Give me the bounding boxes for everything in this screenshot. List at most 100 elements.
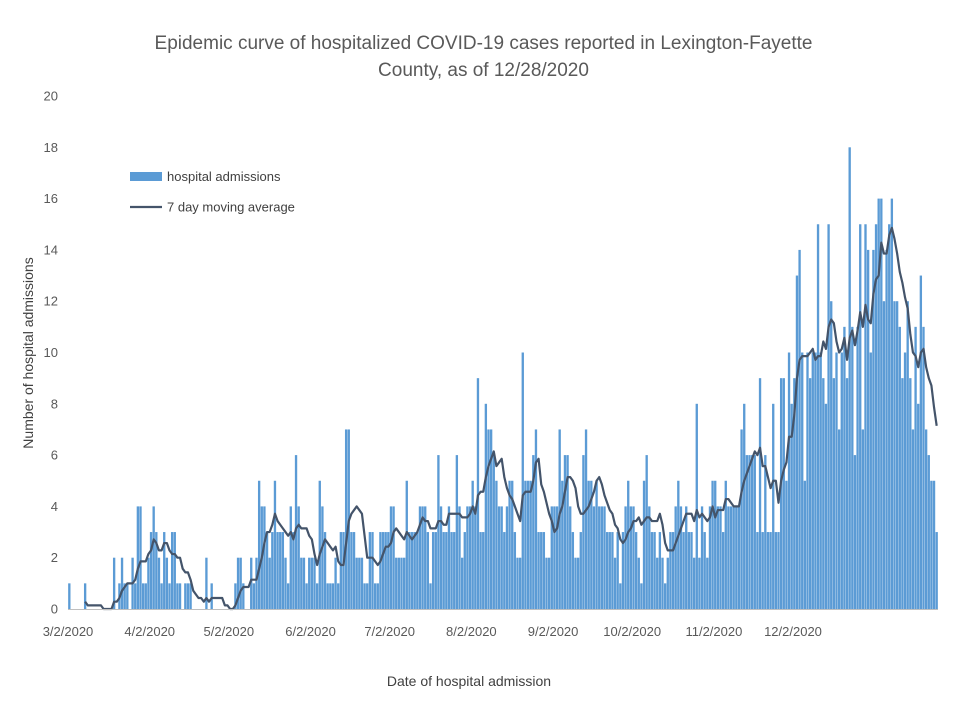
- y-tick-label: 18: [44, 140, 58, 155]
- bar: [611, 532, 614, 609]
- bar: [924, 429, 928, 609]
- x-tick-label: 9/2/2020: [528, 624, 579, 639]
- bar: [917, 403, 920, 609]
- bar: [671, 532, 675, 609]
- bar: [642, 480, 646, 609]
- bar: [234, 583, 237, 609]
- bar: [350, 532, 353, 609]
- bar: [906, 301, 909, 609]
- bar: [703, 532, 706, 609]
- bar: [392, 506, 395, 609]
- bar: [608, 532, 611, 609]
- bar: [698, 557, 701, 609]
- bar: [687, 532, 691, 609]
- bar: [126, 583, 129, 609]
- x-tick-label: 5/2/2020: [204, 624, 255, 639]
- x-tick-label: 11/2/2020: [685, 624, 742, 639]
- bar: [732, 506, 735, 609]
- bar: [764, 455, 767, 609]
- bar: [895, 301, 899, 609]
- bar: [811, 352, 814, 609]
- bar: [653, 532, 656, 609]
- bar: [566, 455, 569, 609]
- bar: [83, 583, 87, 609]
- bar: [400, 557, 403, 609]
- bar: [326, 583, 329, 609]
- bar: [769, 532, 772, 609]
- bar: [310, 557, 314, 609]
- x-tick-label: 6/2/2020: [285, 624, 336, 639]
- bar: [173, 532, 176, 609]
- bar: [331, 583, 335, 609]
- y-tick-label: 6: [51, 448, 58, 463]
- bar: [624, 506, 627, 609]
- bar: [795, 275, 799, 609]
- bar: [914, 326, 917, 609]
- bar: [692, 557, 696, 609]
- bar: [779, 378, 783, 609]
- bar: [337, 583, 340, 609]
- bar: [466, 506, 469, 609]
- bar: [313, 557, 316, 609]
- bar: [814, 352, 817, 609]
- bar: [342, 532, 345, 609]
- bar: [147, 557, 150, 609]
- bar: [360, 557, 364, 609]
- x-tick-label: 8/2/2020: [446, 624, 497, 639]
- bar: [439, 506, 443, 609]
- chart-title: Epidemic curve of hospitalized COVID-19 …: [0, 30, 967, 84]
- bar: [482, 532, 485, 609]
- bar: [587, 480, 590, 609]
- bar: [843, 326, 846, 609]
- bar: [479, 532, 482, 609]
- x-tick-label: 3/2/2020: [43, 624, 94, 639]
- bar: [605, 532, 609, 609]
- bar: [429, 583, 432, 609]
- bar: [344, 429, 348, 609]
- bar: [210, 583, 213, 609]
- bar: [735, 506, 738, 609]
- bar: [289, 506, 292, 609]
- y-tick-label: 16: [44, 191, 58, 206]
- y-tick-label: 14: [44, 242, 58, 257]
- bar: [790, 403, 793, 609]
- bar: [381, 532, 385, 609]
- bar: [250, 557, 253, 609]
- bar: [856, 326, 859, 609]
- bar: [690, 532, 693, 609]
- bar: [832, 378, 836, 609]
- bar: [157, 557, 161, 609]
- bar: [416, 532, 419, 609]
- bar: [629, 506, 633, 609]
- bar: [524, 480, 527, 609]
- bar: [526, 480, 530, 609]
- bar: [252, 583, 256, 609]
- bar: [930, 480, 933, 609]
- bar: [806, 352, 809, 609]
- bar: [584, 429, 588, 609]
- bar: [239, 557, 242, 609]
- bar: [366, 583, 369, 609]
- bar: [339, 532, 343, 609]
- bar: [120, 557, 124, 609]
- bar: [442, 532, 445, 609]
- bar: [315, 583, 319, 609]
- bar: [569, 506, 572, 609]
- bar: [186, 583, 190, 609]
- bar: [656, 557, 659, 609]
- bar: [484, 403, 488, 609]
- bar: [927, 455, 930, 609]
- bar: [851, 326, 854, 609]
- bar: [666, 557, 669, 609]
- bar: [682, 532, 685, 609]
- bar: [292, 532, 295, 609]
- bar: [898, 326, 901, 609]
- bar: [268, 557, 271, 609]
- bar: [163, 532, 166, 609]
- bar: [389, 506, 393, 609]
- bar: [550, 506, 553, 609]
- bar: [553, 506, 556, 609]
- bar: [616, 532, 619, 609]
- bar: [281, 532, 285, 609]
- legend: hospital admissions 7 day moving average: [130, 169, 295, 215]
